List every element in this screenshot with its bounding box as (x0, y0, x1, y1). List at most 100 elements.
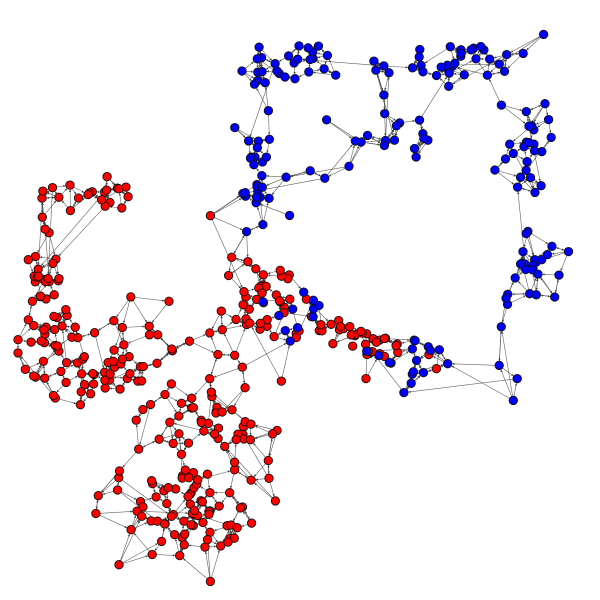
graph-node-red (326, 319, 336, 329)
graph-node-red (61, 304, 71, 315)
graph-node-red (270, 496, 281, 506)
graph-node-red (202, 535, 213, 545)
graph-node-blue (288, 304, 298, 314)
graph-node-red (348, 341, 358, 351)
graph-node-red (131, 415, 141, 425)
graph-node-blue (280, 325, 290, 336)
graph-node-red (361, 373, 371, 384)
graph-node-red (174, 429, 184, 439)
graph-node-blue (546, 132, 556, 143)
graph-node-red (180, 529, 190, 539)
graph-node-red (179, 540, 189, 550)
graph-node-blue (283, 51, 294, 61)
graph-node-red (29, 320, 39, 331)
graph-node-red (244, 304, 254, 314)
graph-node-red (109, 345, 119, 355)
graph-node-blue (249, 160, 259, 170)
graph-node-blue (515, 259, 526, 269)
graph-node-red (345, 321, 355, 332)
graph-node-blue (264, 134, 275, 144)
graph-node-red (65, 180, 75, 190)
graph-node-red (61, 377, 71, 388)
graph-node-blue (531, 290, 541, 300)
graph-node-red (174, 411, 184, 421)
graph-edge (501, 104, 526, 124)
graph-node-red (180, 465, 190, 475)
graph-node-red (40, 373, 50, 383)
graph-node-blue (251, 192, 262, 202)
graph-node-red (100, 375, 110, 385)
graph-node-red (23, 315, 33, 325)
graph-node-red (163, 483, 173, 493)
graph-node-blue (414, 115, 425, 125)
graph-node-red (73, 333, 83, 343)
graph-node-blue (436, 62, 446, 72)
graph-node-blue (533, 269, 543, 279)
graph-node-blue (459, 70, 469, 80)
graph-node-blue (240, 188, 250, 198)
graph-node-blue (263, 106, 274, 116)
graph-node-red (206, 387, 217, 397)
graph-node-blue (243, 136, 254, 146)
graph-node-red (238, 300, 248, 310)
graph-node-blue (494, 59, 504, 69)
graph-node-red (197, 497, 208, 507)
graph-node-red (243, 256, 253, 267)
graph-node-red (235, 503, 246, 513)
graph-node-red (138, 502, 148, 512)
graph-node-blue (485, 54, 495, 64)
graph-node-blue (538, 29, 549, 40)
graph-node-red (40, 224, 50, 234)
graph-edge (197, 470, 231, 480)
graph-node-red (144, 321, 154, 331)
graph-node-red (38, 186, 48, 196)
graph-node-blue (241, 226, 252, 237)
graph-node-red (33, 271, 44, 281)
graph-node-blue (471, 54, 481, 64)
graph-edge (40, 191, 105, 266)
graph-node-blue (512, 182, 523, 192)
graph-node-red (246, 419, 256, 429)
graph-node-red (48, 258, 58, 269)
graph-node-red (204, 509, 214, 519)
graph-node-red (54, 192, 64, 202)
graph-node-blue (411, 152, 421, 162)
graph-node-blue (425, 345, 435, 356)
graph-node-blue (496, 100, 507, 110)
graph-node-red (160, 519, 170, 529)
graph-node-red (26, 337, 36, 347)
graph-node-red (230, 350, 240, 360)
graph-node-blue (525, 172, 536, 183)
graph-node-red (205, 211, 216, 221)
graph-node-red (138, 361, 148, 372)
graph-node-blue (476, 41, 486, 52)
graph-node-blue (490, 165, 500, 175)
graph-node-blue (508, 395, 518, 406)
graph-node-red (245, 435, 256, 445)
graph-node-red (117, 203, 127, 213)
graph-node-blue (258, 219, 268, 230)
graph-node-red (151, 492, 161, 502)
graph-node-red (346, 330, 356, 340)
graph-node-blue (294, 41, 304, 51)
graph-node-red (75, 400, 86, 410)
graph-edge (501, 331, 514, 401)
graph-node-red (220, 441, 230, 452)
graph-node-blue (530, 187, 540, 198)
graph-node-red (109, 316, 119, 326)
graph-node-red (379, 333, 390, 344)
graph-node-blue (456, 48, 466, 58)
graph-node-red (188, 403, 199, 413)
graph-node-blue (411, 355, 422, 366)
graph-edge (94, 332, 105, 369)
graph-node-blue (260, 78, 270, 88)
graph-node-red (202, 469, 213, 479)
graph-node-red (232, 523, 242, 533)
graph-edge (452, 54, 507, 85)
graph-edge (224, 387, 246, 409)
graph-node-blue (410, 335, 420, 346)
graph-edge (118, 477, 169, 514)
graph-edge (204, 551, 211, 582)
graph-node-red (223, 270, 234, 281)
graph-node-blue (274, 310, 284, 321)
